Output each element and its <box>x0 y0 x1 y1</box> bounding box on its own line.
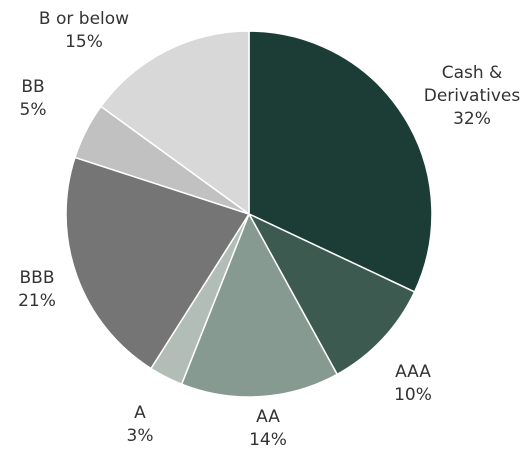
slice-label-6: B or below 15% <box>39 9 129 52</box>
slice-percent: 14% <box>249 430 287 450</box>
pie-labels: Cash & Derivatives 32% AAA 10% AA 14% A 3% BBB 21%… <box>18 9 520 450</box>
slice-percent: 15% <box>65 32 103 52</box>
pie-slice-6 <box>99 30 250 216</box>
slice-label-3: A 3% <box>127 403 154 446</box>
slice-label-4: BBB 21% <box>18 268 56 311</box>
slice-percent: 21% <box>18 291 56 311</box>
slice-name: BBB <box>20 268 55 288</box>
pie-slice-2 <box>180 212 339 398</box>
slice-name: B or below <box>39 9 129 29</box>
pie-slice-0 <box>248 30 433 293</box>
slice-name: BB <box>21 77 44 97</box>
slice-name: Cash & <box>442 63 503 83</box>
slice-label-0: Cash & Derivatives 32% <box>424 63 521 129</box>
slice-name: A <box>134 403 146 423</box>
pie-slices <box>65 30 433 398</box>
slice-name: AA <box>256 407 280 427</box>
slice-label-5: BB 5% <box>20 77 47 120</box>
slice-name: AAA <box>395 362 431 382</box>
pie-slice-1 <box>247 212 416 376</box>
slice-percent: 32% <box>453 109 491 129</box>
slice-name: Derivatives <box>424 86 521 106</box>
slice-percent: 10% <box>394 385 432 405</box>
slice-label-1: AAA 10% <box>394 362 432 405</box>
slice-label-2: AA 14% <box>249 407 287 450</box>
slice-percent: 5% <box>20 100 47 120</box>
slice-percent: 3% <box>127 426 154 446</box>
pie-slice-4 <box>65 156 251 370</box>
